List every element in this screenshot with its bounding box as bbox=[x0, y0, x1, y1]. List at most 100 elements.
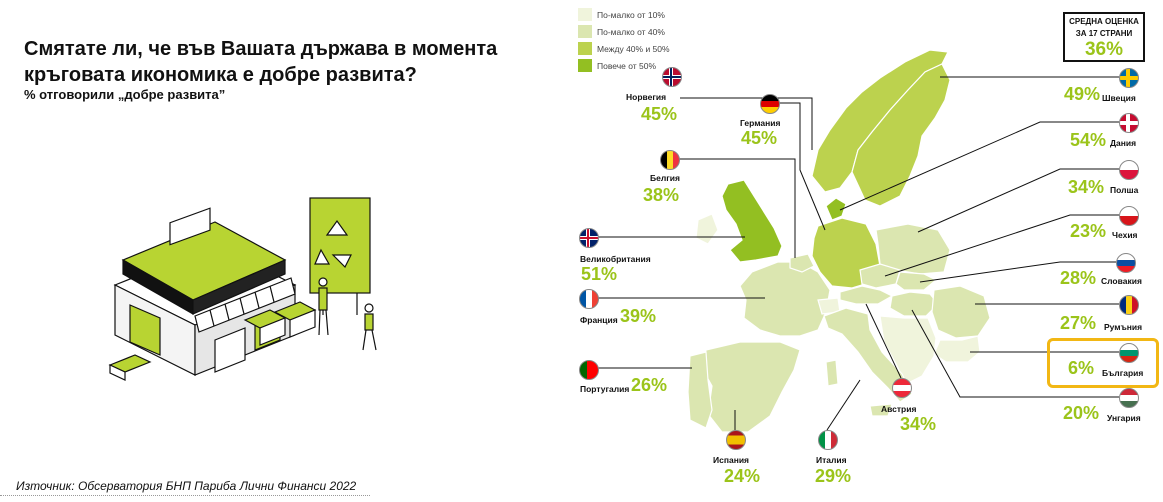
country-name: Полша bbox=[1110, 185, 1139, 195]
spain-shape bbox=[701, 341, 801, 433]
country-value: 24% bbox=[724, 466, 761, 486]
country-value: 6% bbox=[1068, 358, 1095, 378]
leader-line bbox=[865, 303, 902, 379]
uk-flag bbox=[579, 228, 599, 248]
country-name: Белгия bbox=[650, 173, 680, 183]
legend-label: Повече от 50% bbox=[597, 60, 657, 71]
leader-line bbox=[884, 214, 1119, 277]
bulgaria-highlight-box bbox=[1047, 338, 1159, 388]
france-flag bbox=[579, 289, 599, 309]
romania-shape bbox=[931, 285, 991, 339]
country-name: Словакия bbox=[1101, 276, 1142, 286]
country-value: 45% bbox=[641, 104, 678, 124]
country-value: 34% bbox=[1068, 177, 1105, 197]
circular-economy-illustration bbox=[108, 197, 377, 381]
legend-swatch bbox=[578, 59, 592, 72]
country-name: Франция bbox=[580, 315, 618, 325]
leader-line bbox=[911, 309, 1119, 398]
portugal-shape bbox=[687, 351, 713, 429]
country-name: Унгария bbox=[1107, 413, 1141, 423]
sweden-flag bbox=[1119, 68, 1139, 88]
country-name: Швеция bbox=[1102, 93, 1136, 103]
average-label-1: СРЕДНА ОЦЕНКА bbox=[1069, 17, 1139, 26]
country-name: Австрия bbox=[881, 404, 917, 414]
legend-label: Между 40% и 50% bbox=[597, 43, 670, 54]
country-name: Чехия bbox=[1112, 230, 1138, 240]
legend-item: Между 40% и 50% bbox=[578, 40, 670, 57]
leader-line bbox=[680, 97, 813, 150]
bulgaria-shape bbox=[933, 335, 981, 363]
hungary-shape bbox=[889, 291, 939, 317]
ireland-shape bbox=[695, 213, 719, 245]
sardinia-shape bbox=[825, 359, 839, 387]
country-value: 20% bbox=[1063, 403, 1100, 423]
belgium-shape bbox=[789, 253, 815, 273]
legend-label: По-малко от 40% bbox=[597, 26, 665, 37]
austria-flag bbox=[892, 378, 912, 398]
country-name: Португалия bbox=[580, 384, 630, 394]
hungary-flag bbox=[1119, 388, 1139, 408]
denmark-flag bbox=[1119, 113, 1139, 133]
chart-title: Смятате ли, че във Вашата държава в моме… bbox=[24, 38, 498, 86]
country-value: 34% bbox=[900, 414, 937, 434]
country-value: 54% bbox=[1070, 130, 1107, 150]
bulgaria-flag bbox=[1119, 343, 1139, 363]
portugal-flag bbox=[579, 360, 599, 380]
leader-line bbox=[826, 379, 861, 431]
slovakia-flag bbox=[1116, 253, 1136, 273]
leader-line bbox=[678, 158, 796, 258]
czech-shape bbox=[859, 263, 901, 289]
leader-line bbox=[778, 102, 826, 231]
country-name: Румъния bbox=[1104, 322, 1143, 332]
country-value: 23% bbox=[1070, 221, 1107, 241]
source-note: Източник: Обсерватория БНП Париба Лични … bbox=[16, 479, 357, 493]
legend-item: По-малко от 10% bbox=[578, 6, 670, 23]
legend-swatch bbox=[578, 25, 592, 38]
romania-flag bbox=[1119, 295, 1139, 315]
slovakia-shape bbox=[895, 271, 938, 291]
leader-line bbox=[839, 121, 1119, 211]
country-value: 45% bbox=[741, 128, 778, 148]
leader-line bbox=[917, 168, 1119, 233]
norway-flag bbox=[662, 67, 682, 87]
uk-shape bbox=[721, 179, 783, 263]
legend-item: По-малко от 40% bbox=[578, 23, 670, 40]
france-shape bbox=[739, 261, 831, 337]
belgium-flag bbox=[660, 150, 680, 170]
country-value: 38% bbox=[643, 185, 680, 205]
source-divider bbox=[0, 495, 370, 496]
country-value: 28% bbox=[1060, 268, 1097, 288]
sicily-shape bbox=[869, 403, 893, 417]
sweden-shape bbox=[851, 63, 951, 207]
average-label-2: ЗА 17 СТРАНИ bbox=[1075, 29, 1133, 38]
country-value: 27% bbox=[1060, 313, 1097, 333]
czech-flag bbox=[1119, 206, 1139, 226]
chart-subtitle: % отговорили „добре развита” bbox=[24, 87, 226, 102]
country-value: 49% bbox=[1064, 84, 1101, 104]
legend-item: Повече от 50% bbox=[578, 57, 670, 74]
leader-line bbox=[919, 261, 1116, 283]
denmark-shape bbox=[825, 197, 847, 221]
country-name: Великобритания bbox=[580, 254, 651, 264]
country-value: 29% bbox=[815, 466, 852, 486]
italy-flag bbox=[818, 430, 838, 450]
country-name: България bbox=[1102, 368, 1144, 378]
country-name: Норвегия bbox=[626, 92, 667, 102]
poland-flag bbox=[1119, 160, 1139, 180]
country-name: Германия bbox=[740, 118, 781, 128]
average-box: СРЕДНА ОЦЕНКА ЗА 17 СТРАНИ 36% bbox=[1063, 12, 1145, 62]
legend-label: По-малко от 10% bbox=[597, 9, 665, 20]
poland-shape bbox=[875, 223, 951, 275]
legend-swatch bbox=[578, 42, 592, 55]
country-name: Испания bbox=[713, 455, 750, 465]
legend-swatch bbox=[578, 8, 592, 21]
italy-shape bbox=[823, 307, 913, 403]
country-value: 51% bbox=[581, 264, 618, 284]
average-value: 36% bbox=[1084, 39, 1124, 60]
country-name: Дания bbox=[1110, 138, 1137, 148]
germany-flag bbox=[760, 94, 780, 114]
spain-flag bbox=[726, 430, 746, 450]
country-value: 26% bbox=[631, 375, 668, 395]
legend: По-малко от 10% По-малко от 40% Между 40… bbox=[578, 6, 670, 74]
